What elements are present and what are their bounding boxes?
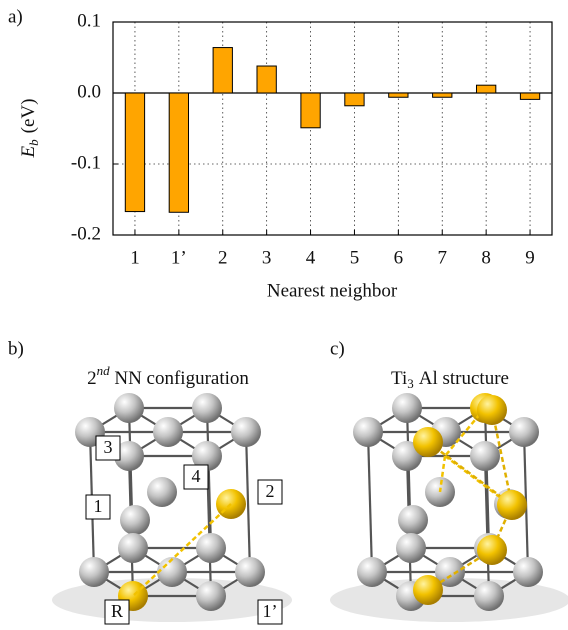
atom <box>474 581 504 611</box>
atom <box>192 393 222 423</box>
gold-atom <box>413 427 443 457</box>
site-label: 1’ <box>263 601 278 621</box>
atom <box>157 557 187 587</box>
gold-atom <box>477 395 507 425</box>
x-tick-label: 1’ <box>171 247 187 268</box>
bar <box>345 93 364 106</box>
bar <box>125 93 144 212</box>
site-label: 2 <box>266 481 275 501</box>
y-tick-label: 0.1 <box>77 10 101 31</box>
x-tick-label: 4 <box>306 247 316 268</box>
x-tick-label: 3 <box>262 247 272 268</box>
site-label: 4 <box>192 466 201 486</box>
x-tick-label: 9 <box>525 247 535 268</box>
y-tick-label: 0.0 <box>77 81 101 102</box>
bar <box>389 93 408 97</box>
bond <box>368 432 372 572</box>
atom <box>231 417 261 447</box>
x-tick-label: 7 <box>438 247 448 268</box>
figure: a) Eb(eV) Nearest neighbor b) 2nd NN con… <box>0 0 568 630</box>
x-tick-label: 8 <box>481 247 491 268</box>
lattice-render: 3 4 1 2 R 1’ <box>52 393 568 624</box>
gold-atom <box>413 575 443 605</box>
atom <box>114 393 144 423</box>
site-label: R <box>111 601 123 621</box>
bar <box>433 93 452 97</box>
atom <box>396 533 426 563</box>
atom <box>353 417 383 447</box>
atom <box>79 557 109 587</box>
atom <box>118 533 148 563</box>
y-axis-label: Eb(eV) <box>18 99 41 159</box>
x-tick-label: 5 <box>350 247 360 268</box>
bar <box>213 48 232 93</box>
atom <box>470 441 500 471</box>
atom <box>357 557 387 587</box>
panel-label: c) <box>330 338 345 359</box>
x-axis-label: Nearest neighbor <box>267 280 398 301</box>
x-tick-label: 1 <box>130 247 140 268</box>
atom <box>235 557 265 587</box>
bond <box>246 432 250 572</box>
gold-atom <box>497 490 527 520</box>
bar <box>169 93 188 212</box>
panel-label: b) <box>8 338 24 359</box>
atom <box>153 417 183 447</box>
panel-title: 2nd NN configuration <box>87 363 249 389</box>
atom <box>398 505 428 535</box>
y-tick-label: -0.2 <box>71 223 101 244</box>
site-label: 3 <box>104 437 113 457</box>
bar <box>520 93 539 99</box>
y-tick-label: -0.1 <box>71 152 101 173</box>
bar <box>257 66 276 93</box>
panel-label: a) <box>8 6 23 27</box>
atom <box>513 557 543 587</box>
x-tick-label: 2 <box>218 247 228 268</box>
atom <box>392 393 422 423</box>
gold-atom <box>477 535 507 565</box>
x-tick-label: 6 <box>394 247 404 268</box>
atom <box>147 477 177 507</box>
atom <box>120 505 150 535</box>
site-label: 1 <box>94 496 103 516</box>
bar <box>301 93 320 128</box>
atom <box>196 581 226 611</box>
atom <box>509 417 539 447</box>
bar <box>476 85 495 93</box>
atom <box>196 533 226 563</box>
